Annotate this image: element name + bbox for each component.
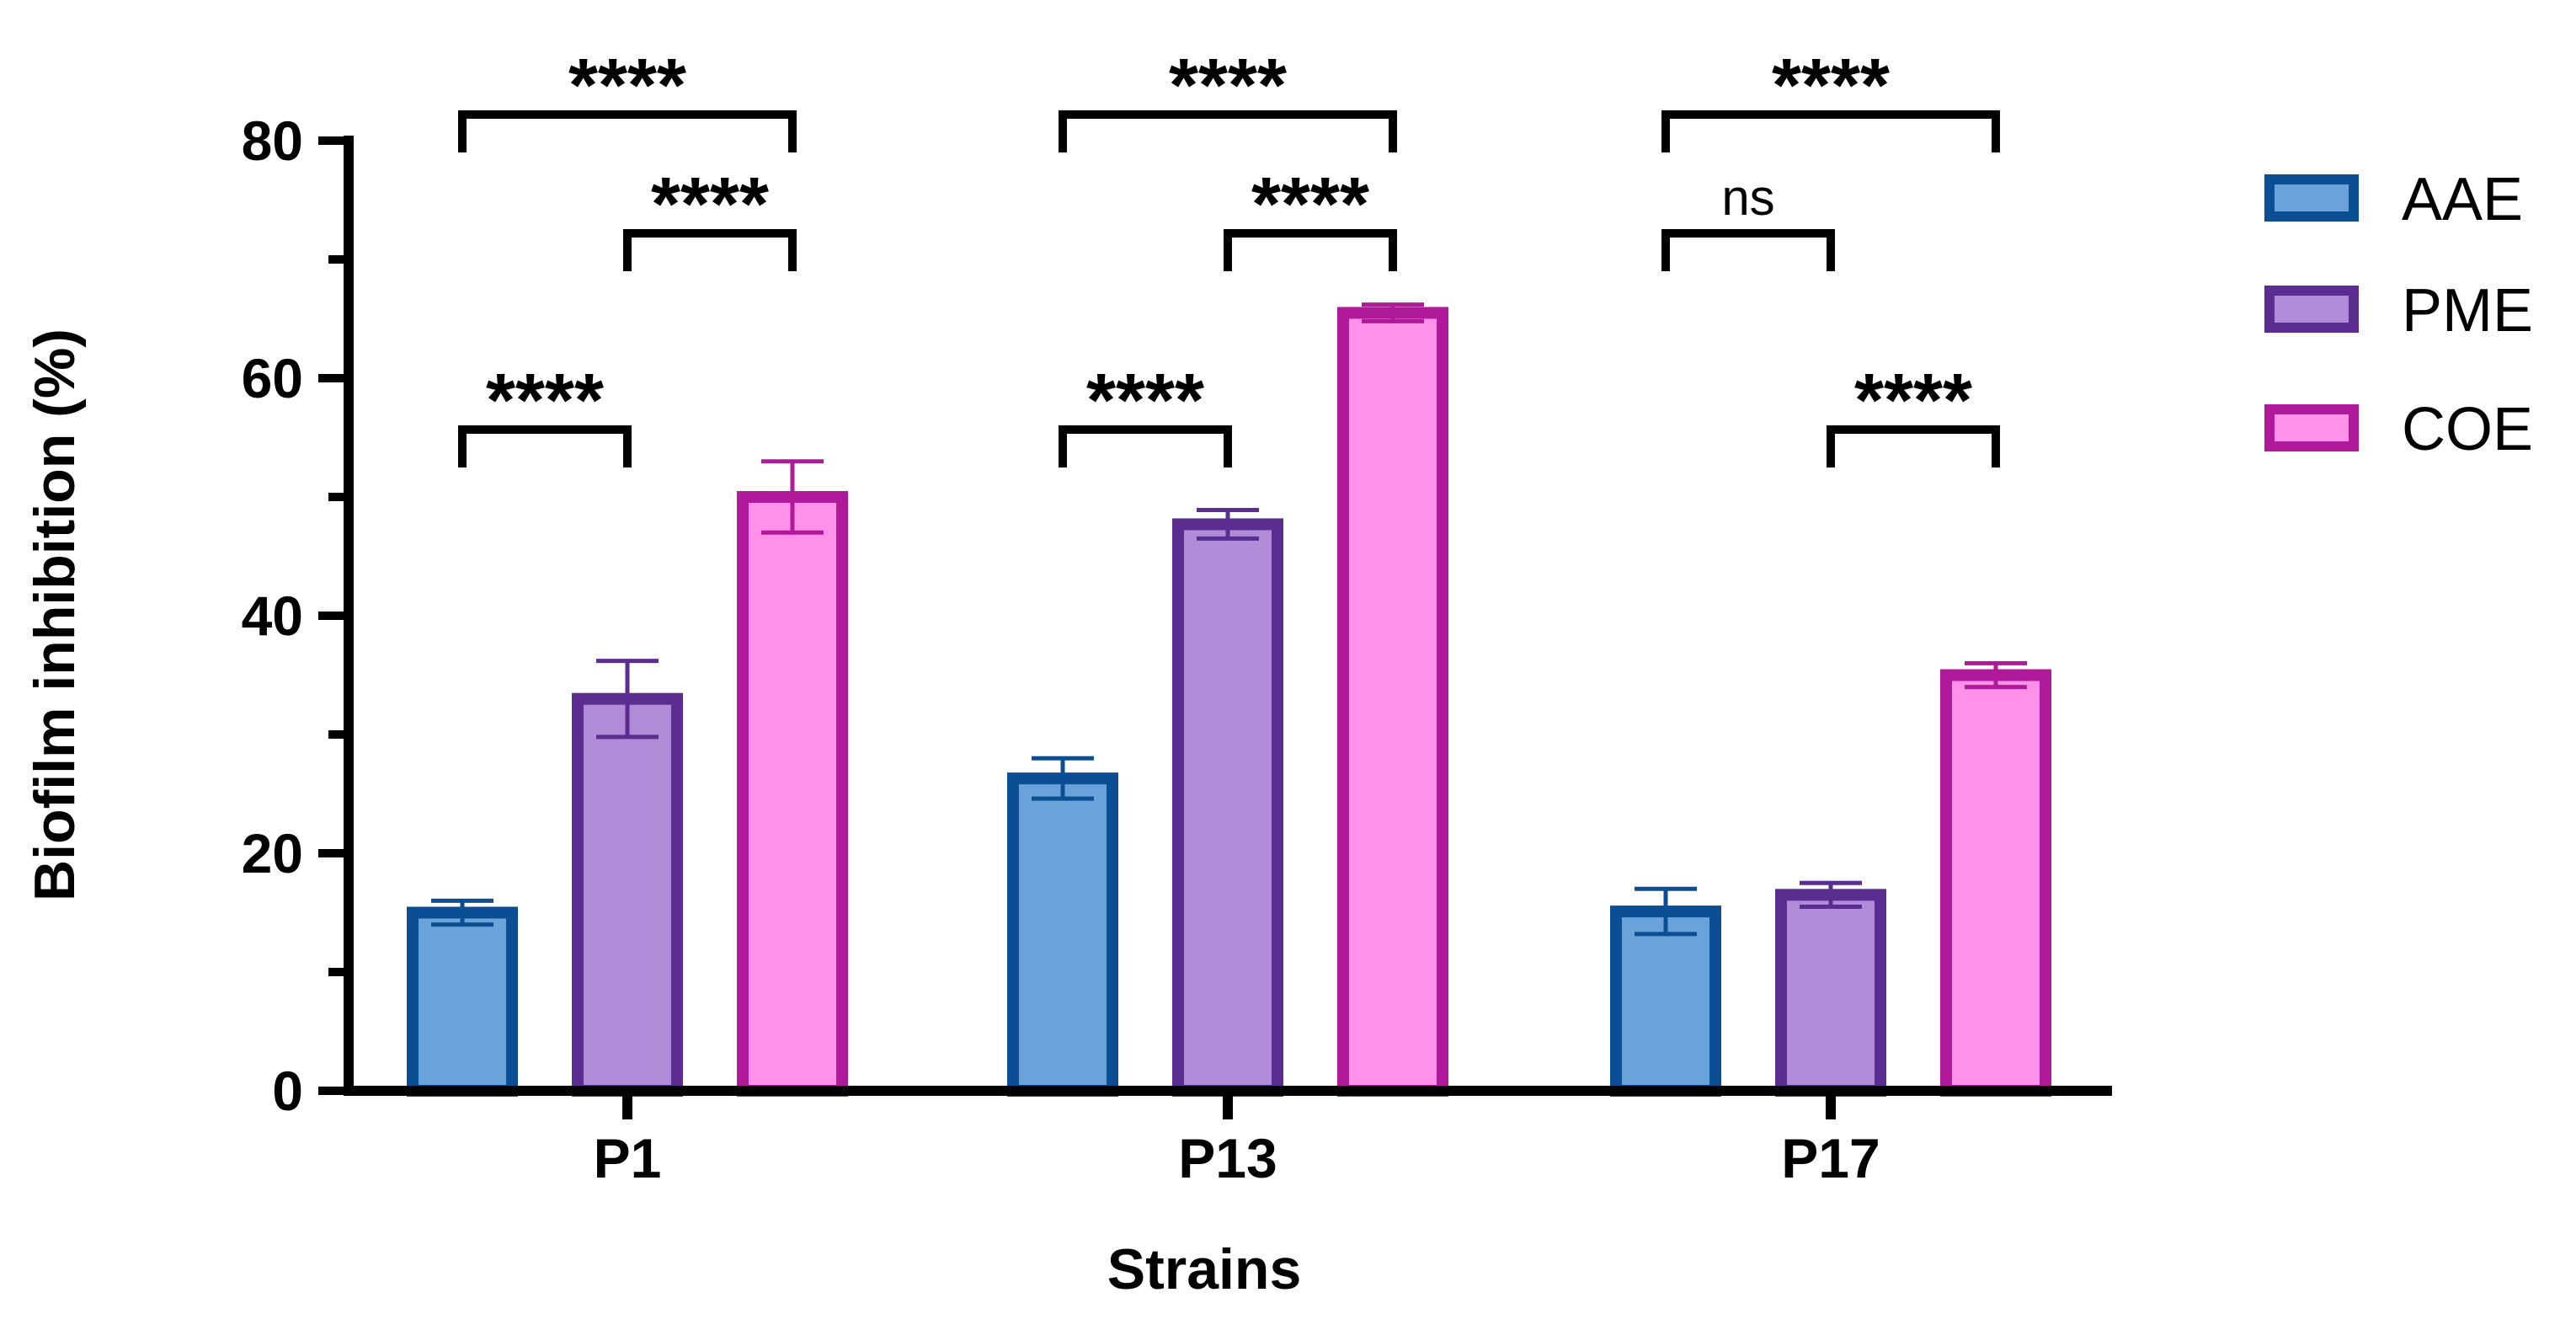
significance-bracket (1661, 110, 2000, 152)
error-bar-pme-p17 (1800, 880, 1862, 909)
error-bars-layer (431, 302, 2027, 937)
significance-bracket (1059, 425, 1232, 467)
significance-stars: **** (1772, 44, 1890, 128)
significance-stars: **** (1251, 163, 1369, 247)
x-tick-label-p1: P1 (594, 1127, 662, 1189)
significance-bracket (1827, 425, 2000, 467)
x-tick-label-p17: P17 (1781, 1127, 1880, 1189)
bar-coe-p13 (1337, 307, 1448, 1097)
significance-layer: **** **** **** **** **** **** **** ns **** (458, 44, 2000, 467)
error-bar-aae-p13 (1032, 756, 1094, 801)
error-bar-aae-p1 (431, 898, 493, 927)
significance-bracket (458, 425, 632, 467)
significance-bracket (458, 110, 797, 152)
x-tick-label-p13: P13 (1178, 1127, 1277, 1189)
error-bar-coe-p17 (1965, 660, 2027, 690)
axes-layer: 0 20 40 60 80 P1 P13 P17 (242, 109, 2112, 1189)
y-tick-label: 0 (272, 1060, 303, 1122)
x-axis-title: Strains (1107, 1237, 1302, 1301)
significance-ns-label: ns (1721, 169, 1774, 226)
bar-pme-p1 (572, 692, 683, 1097)
y-tick-label: 40 (242, 585, 303, 647)
error-bar-coe-p13 (1362, 302, 1424, 323)
bar-coe-p17 (1940, 669, 2051, 1097)
error-bar-aae-p17 (1635, 886, 1697, 937)
y-tick-label: 20 (242, 822, 303, 884)
bar-coe-p1 (737, 491, 848, 1097)
error-bar-coe-p1 (761, 459, 824, 535)
significance-bracket (1224, 229, 1397, 271)
legend-swatch-aae (2264, 174, 2359, 222)
bar-aae-p13 (1007, 772, 1118, 1097)
significance-stars: **** (486, 359, 604, 443)
legend-swatch-pme (2264, 286, 2359, 333)
bar-pme-p17 (1775, 889, 1886, 1097)
bar-aae-p17 (1610, 905, 1721, 1097)
legend-label-aae: AAE (2402, 166, 2523, 233)
legend: AAE PME COE (2264, 166, 2533, 463)
significance-stars: **** (1169, 44, 1287, 128)
error-bar-pme-p1 (596, 659, 659, 740)
significance-bracket (1661, 229, 1835, 271)
bar-pme-p13 (1172, 518, 1283, 1097)
significance-bracket (623, 229, 797, 271)
significance-stars: **** (1086, 359, 1204, 443)
significance-bracket (1059, 110, 1397, 152)
significance-stars: **** (651, 163, 769, 247)
legend-label-coe: COE (2402, 396, 2533, 463)
legend-label-pme: PME (2402, 277, 2533, 345)
y-axis-title: Biofilm inhibition (%) (23, 328, 87, 901)
y-tick-label: 60 (242, 347, 303, 409)
legend-swatch-coe (2264, 404, 2359, 451)
bar-aae-p1 (407, 906, 518, 1097)
y-tick-label: 80 (242, 109, 303, 172)
error-bar-pme-p13 (1197, 508, 1259, 541)
significance-stars: **** (1854, 359, 1972, 443)
significance-stars: **** (568, 44, 686, 128)
